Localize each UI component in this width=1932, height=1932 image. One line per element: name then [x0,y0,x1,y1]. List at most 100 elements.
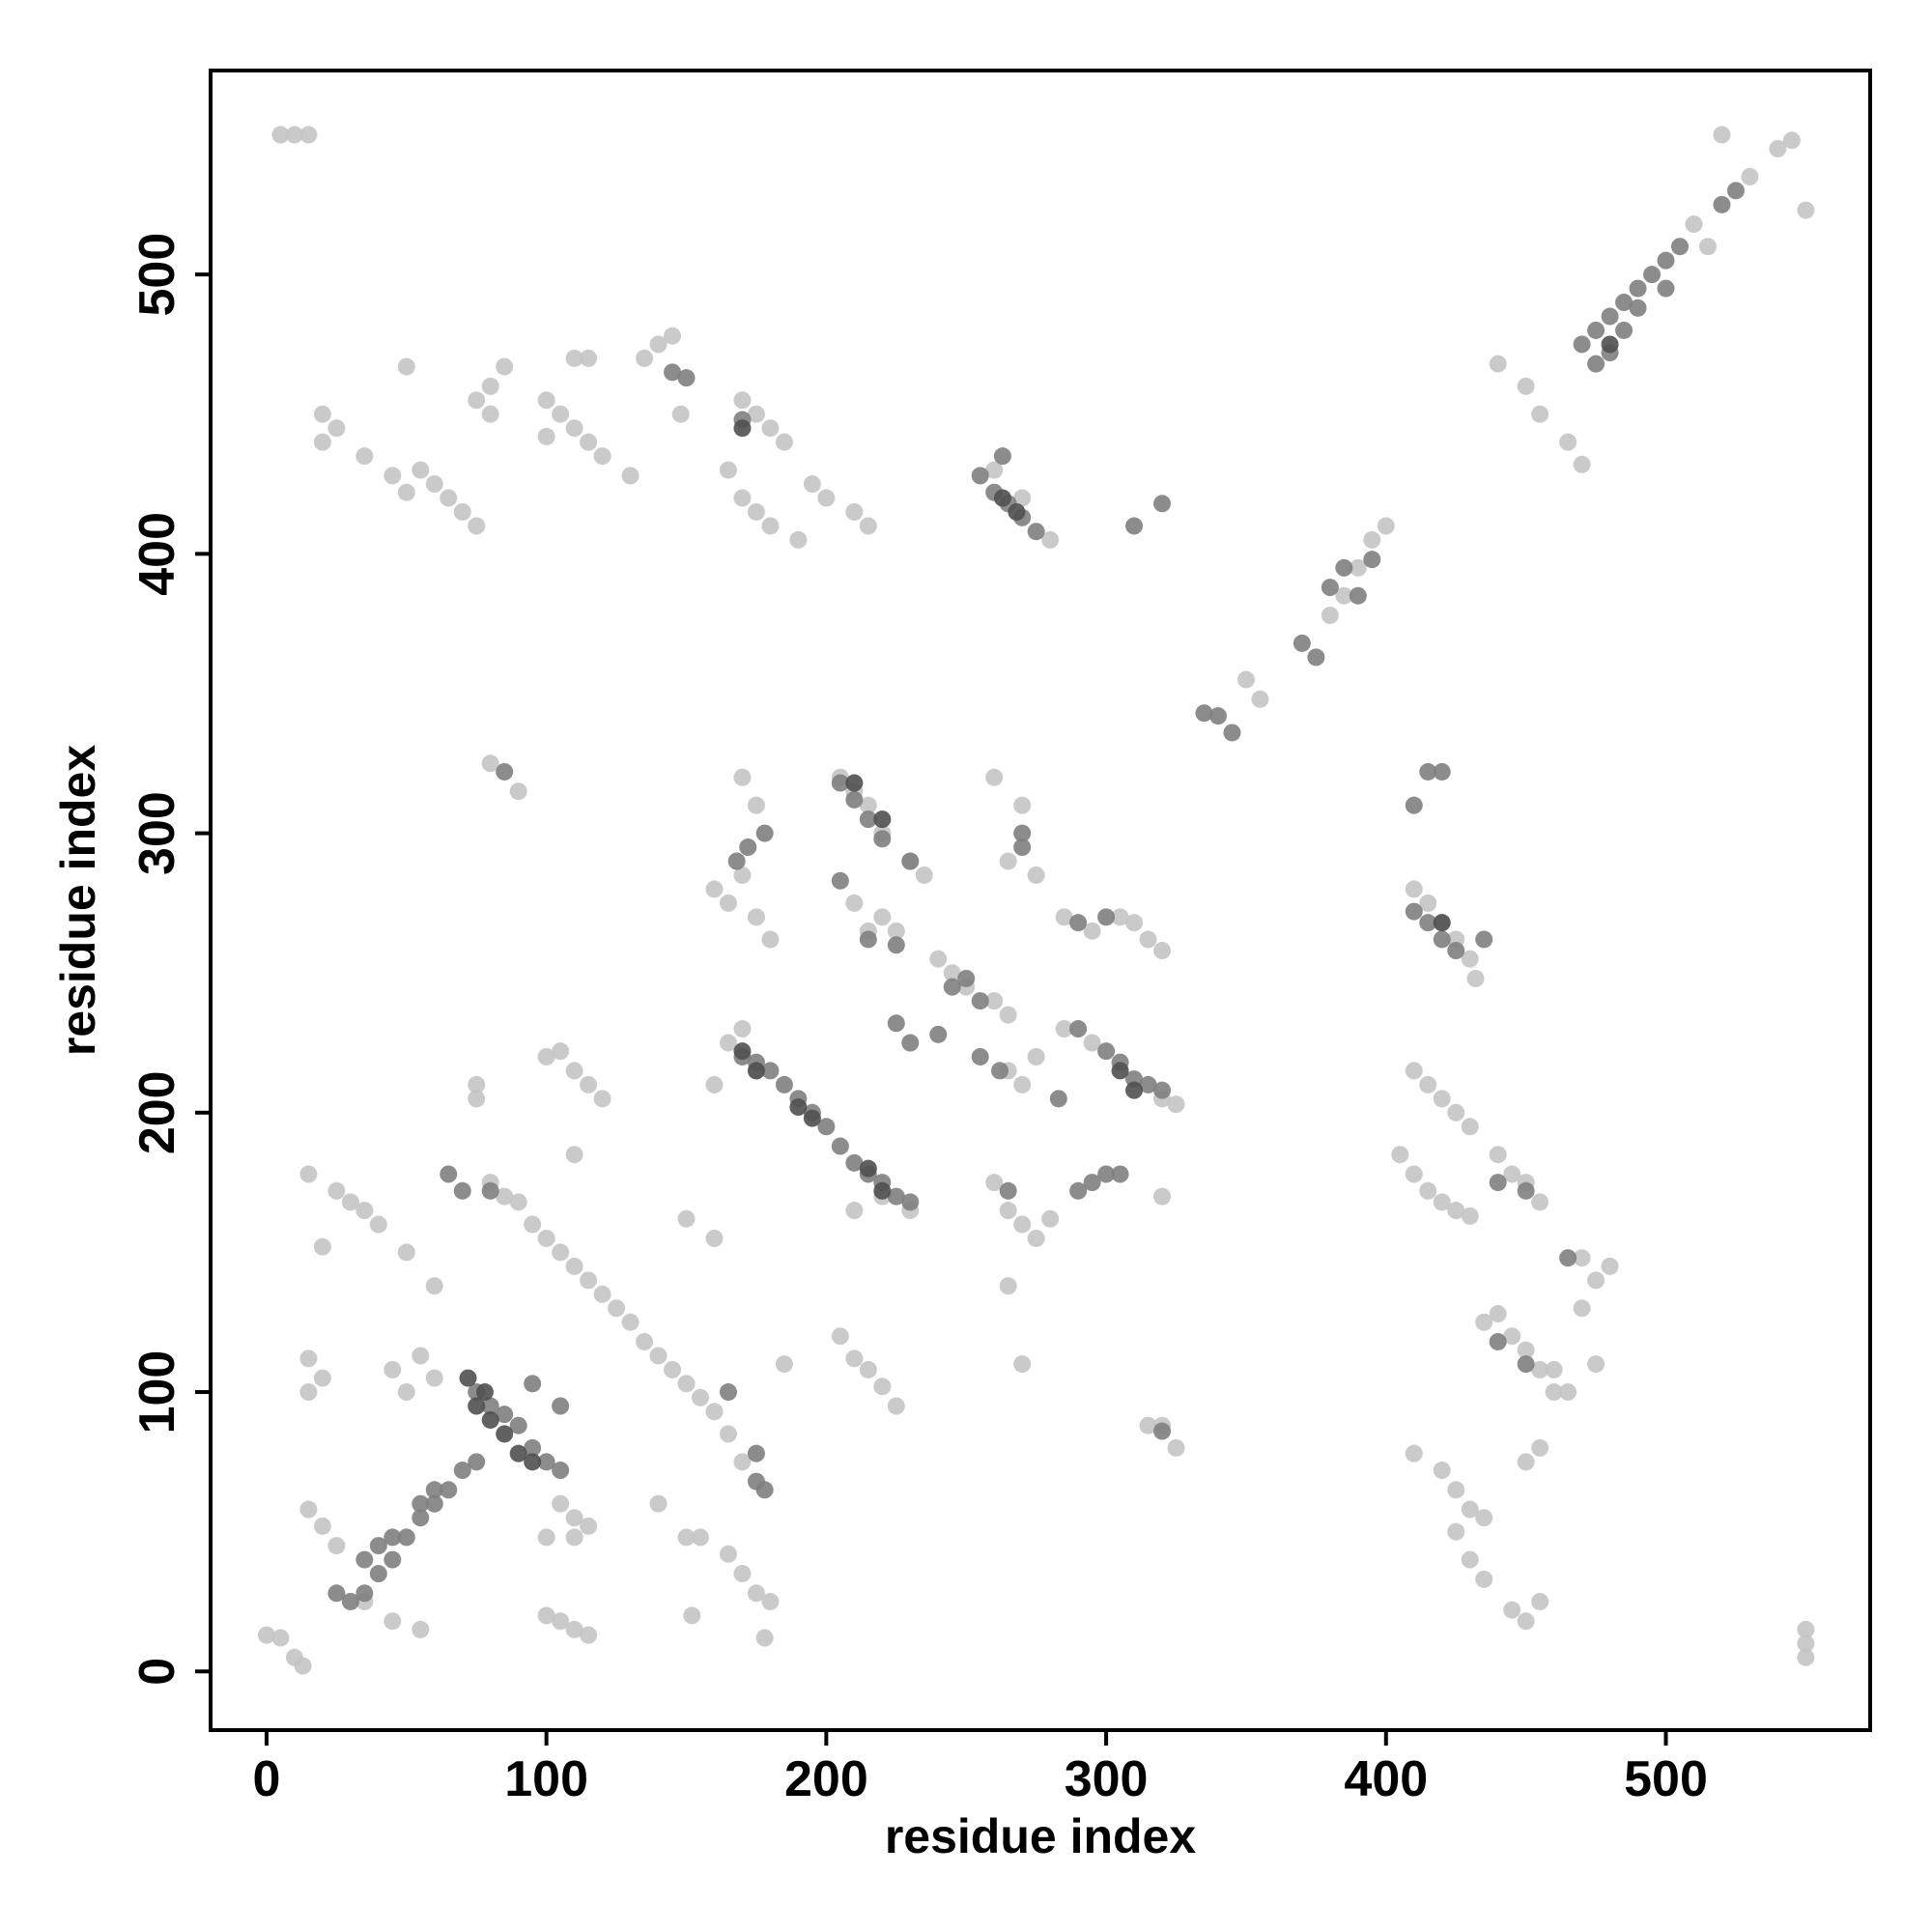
point [565,1528,583,1547]
point [733,866,752,884]
point [1657,251,1675,270]
point [1573,455,1591,473]
point [509,1193,527,1211]
point [747,908,765,926]
point [1153,495,1172,513]
point [733,419,752,438]
point [845,1350,864,1368]
point [747,1584,765,1603]
point [733,1020,752,1038]
point [1685,215,1703,234]
point [1419,1181,1437,1200]
point [719,894,737,912]
x-tick-label: 400 [1344,1751,1428,1807]
point [636,349,654,367]
point [355,1202,374,1220]
point [355,1550,374,1569]
point [481,405,499,423]
point [1153,1422,1172,1440]
point [1208,707,1227,725]
point [705,1403,724,1421]
point [1769,139,1787,157]
point [1587,321,1605,339]
point [1433,914,1451,932]
point [1489,355,1507,373]
point [1797,1620,1815,1638]
point [496,1187,514,1206]
point [397,357,415,376]
point [1391,1146,1409,1164]
point [1419,894,1437,912]
point [775,1075,793,1094]
point [1489,1332,1507,1350]
point [509,1416,527,1435]
point [1363,530,1381,549]
point [496,1425,514,1443]
point [1167,1095,1185,1114]
point [1069,1020,1088,1038]
x-axis-label: residue index [885,1809,1197,1863]
point [384,1528,402,1547]
point [294,1657,312,1675]
point [468,1075,486,1094]
point [1419,762,1437,781]
point [1670,238,1689,256]
point [1251,690,1269,708]
point [481,1410,499,1429]
point [425,475,443,494]
point [621,1313,639,1331]
point [425,1369,443,1387]
point [1027,523,1045,541]
point [1433,1193,1451,1211]
point [985,1174,1004,1192]
point [755,1481,774,1499]
point [537,1453,555,1471]
point [873,1378,892,1396]
point [1377,517,1395,535]
point [1475,1313,1493,1331]
point [761,1592,780,1610]
point [355,1584,374,1603]
point [747,502,765,521]
point [733,1565,752,1583]
point [1461,950,1479,968]
point [537,1606,555,1625]
point [384,467,402,485]
x-tick-label: 100 [504,1751,588,1807]
point [671,405,690,423]
point [552,1042,570,1061]
point [369,1215,387,1234]
point [887,922,905,940]
point [957,969,976,987]
point [789,1098,808,1117]
point [1489,1174,1507,1192]
point [755,1629,774,1647]
point [1139,1075,1157,1094]
point [1013,824,1032,842]
point [887,1187,905,1206]
point [425,1481,443,1499]
point [719,461,737,479]
point [664,327,682,345]
point [719,1425,737,1443]
point [565,349,583,367]
point [1447,1522,1465,1541]
point [397,1243,415,1262]
point [299,1500,318,1519]
point [1195,704,1213,723]
point [271,1629,290,1647]
point [999,852,1017,870]
point [1475,1570,1493,1588]
point [327,1537,346,1555]
point [1083,922,1101,940]
y-tick-label: 200 [129,1070,185,1154]
point [537,1229,555,1247]
point [755,824,774,842]
point [537,1528,555,1547]
point [1433,1462,1451,1480]
point [1125,517,1144,535]
point [1629,298,1647,317]
point [468,1090,486,1108]
point [999,1202,1017,1220]
point [453,502,471,521]
